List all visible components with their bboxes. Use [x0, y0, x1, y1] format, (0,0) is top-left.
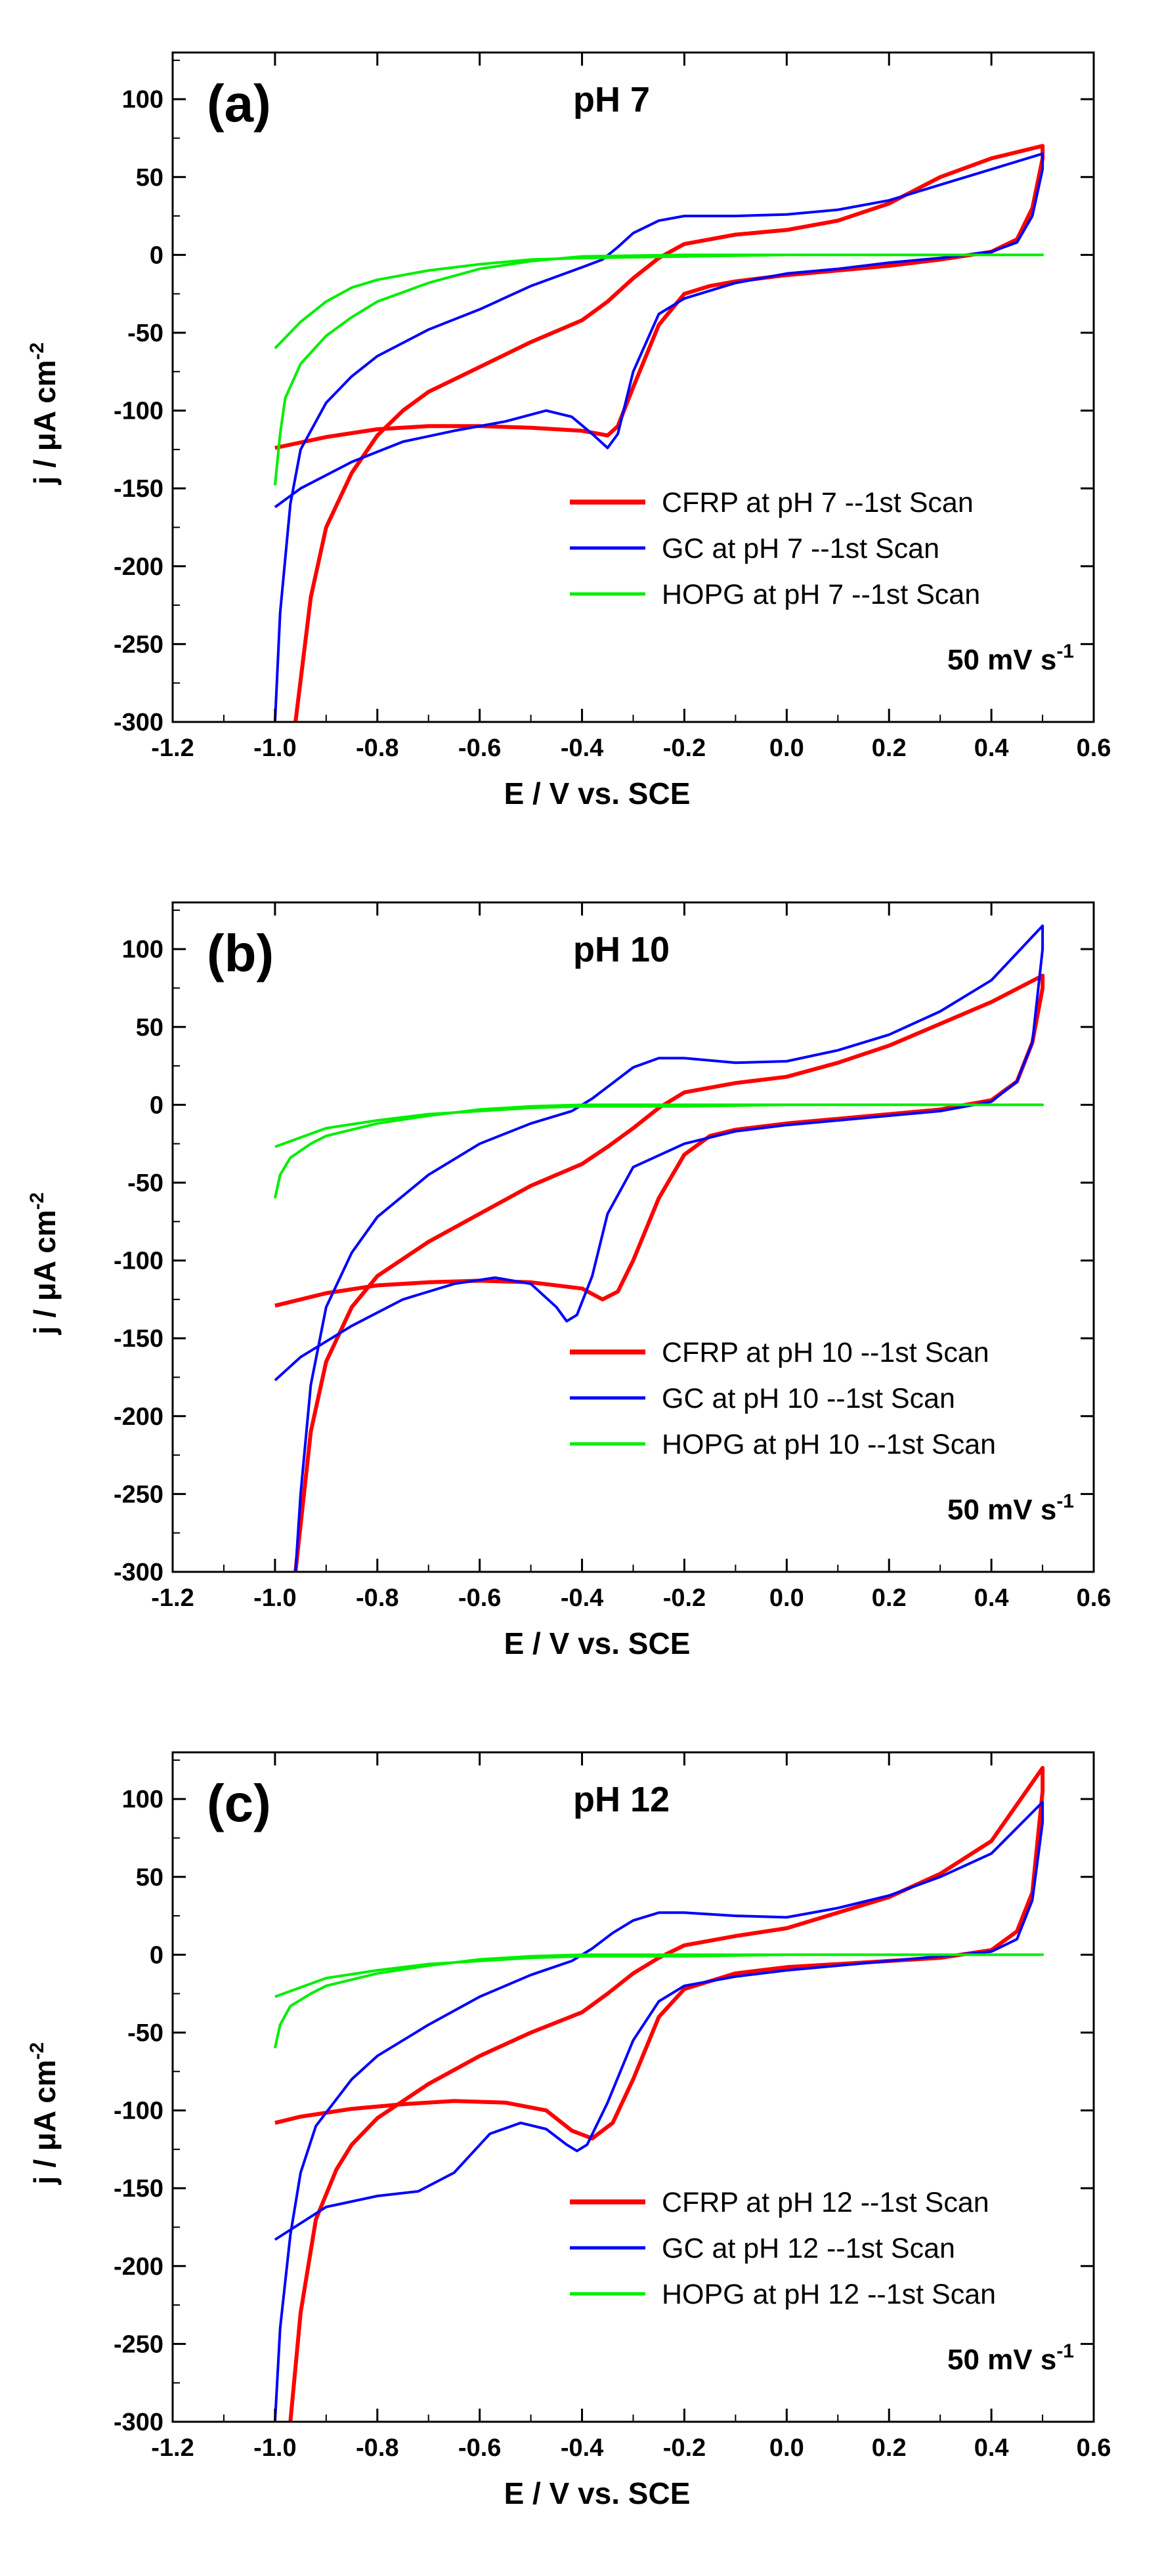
panel-label: (b)	[207, 924, 274, 982]
y-tick-label: -50	[127, 1170, 163, 1197]
y-tick-label: -250	[114, 1481, 163, 1508]
x-tick-label: 0.6	[1077, 2434, 1111, 2462]
series-line-hopg	[273, 253, 1044, 486]
legend-entry: CFRP at pH 10 --1st Scan	[662, 1337, 989, 1368]
y-tick-label: -100	[114, 1248, 163, 1275]
series-line-cfrp	[274, 1765, 1045, 2422]
y-tick-label: -200	[114, 1403, 163, 1431]
series-line-gc	[273, 152, 1044, 722]
x-tick-label: 0.0	[769, 2434, 804, 2462]
x-tick-label: -0.8	[356, 1584, 398, 1612]
y-tick-label: -200	[114, 553, 163, 581]
y-tick-label: 0	[150, 1091, 163, 1119]
y-tick-label: 50	[136, 1014, 163, 1042]
series-line-gc	[274, 924, 1044, 1572]
x-tick-label: -0.4	[561, 2434, 603, 2462]
y-tick-label: -100	[114, 398, 163, 425]
chart-panel-3: -1.2 -1.0 -0.8 -0.6 -0.4 -0.2 0.0 0.2 0.4 0.6 100 5…	[26, 1751, 1111, 2510]
x-tick-label: -0.6	[458, 734, 501, 762]
x-tick-label: -0.2	[663, 1584, 706, 1612]
x-tick-label: -1.0	[253, 1584, 296, 1612]
series-line-gc	[273, 1800, 1044, 2422]
y-tick-label: -50	[127, 2019, 163, 2047]
panel-label: (c)	[207, 1774, 271, 1832]
x-tick-label: 0.2	[872, 734, 907, 762]
x-tick-label: 0.6	[1077, 734, 1111, 762]
x-tick-label: -0.8	[356, 2434, 398, 2462]
y-tick-label: -250	[114, 2331, 163, 2358]
y-tick-label: -250	[114, 631, 163, 658]
legend-entry: HOPG at pH 12 --1st Scan	[662, 2279, 996, 2310]
x-tick-label: -0.6	[458, 1584, 501, 1612]
legend-entry: CFRP at pH 7 --1st Scan	[662, 487, 974, 518]
legend-entry: CFRP at pH 12 --1st Scan	[662, 2187, 989, 2218]
panel-label: (a)	[207, 74, 271, 133]
x-tick-label: -1.2	[151, 1584, 194, 1612]
series-line-cfrp	[274, 973, 1045, 1572]
y-tick-label: -150	[114, 2175, 163, 2203]
chart-panel-2: -1.2 -1.0 -0.8 -0.6 -0.4 -0.2 0.0 0.2 0.4 0.6 100 5…	[26, 901, 1111, 1660]
legend-entry: GC at pH 10 --1st Scan	[662, 1383, 955, 1414]
x-tick-label: 0.4	[974, 1584, 1009, 1612]
chart-panel-1: -1.2 -1.0 -0.8 -0.6 -0.4 -0.2 0.0 0.2 0.4 0.6 100 5…	[26, 51, 1111, 811]
y-tick-label: 50	[136, 164, 163, 192]
chart-title: pH 10	[573, 930, 670, 969]
y-tick-label: 50	[136, 1864, 163, 1891]
series-line-cfrp	[274, 144, 1045, 722]
x-tick-label: 0.0	[769, 734, 804, 762]
x-tick-label: 0.0	[769, 1584, 804, 1612]
y-axis-title: j / μA cm-2	[26, 1193, 62, 1336]
y-tick-label: 0	[150, 1941, 163, 1969]
y-axis-title: j / μA cm-2	[26, 2042, 62, 2185]
series-line-hopg	[273, 1103, 1044, 1199]
series-line-hopg	[273, 1953, 1044, 2049]
x-tick-label: -0.2	[663, 2434, 706, 2462]
x-axis-title: E / V vs. SCE	[504, 1626, 691, 1660]
y-tick-label: -100	[114, 2098, 163, 2125]
y-tick-label: 100	[122, 86, 163, 114]
x-tick-label: 0.2	[872, 1584, 907, 1612]
x-tick-label: -0.4	[561, 734, 603, 762]
x-tick-label: -0.6	[458, 2434, 501, 2462]
x-tick-label: 0.4	[974, 734, 1009, 762]
y-tick-label: -150	[114, 1325, 163, 1353]
legend-entry: HOPG at pH 7 --1st Scan	[662, 579, 980, 610]
x-tick-label: -1.2	[151, 2434, 194, 2462]
y-tick-label: 100	[122, 936, 163, 963]
y-tick-label: 100	[122, 1786, 163, 1813]
y-tick-label: -300	[114, 709, 163, 736]
x-tick-label: 0.4	[974, 2434, 1009, 2462]
scan-rate-annotation: 50 mV s-1	[947, 1490, 1074, 1526]
x-tick-label: -0.4	[561, 1584, 603, 1612]
x-tick-label: -1.0	[253, 2434, 296, 2462]
y-tick-label: -300	[114, 2409, 163, 2436]
x-tick-label: -0.8	[356, 734, 398, 762]
legend-entry: GC at pH 7 --1st Scan	[662, 533, 939, 564]
legend-entry: HOPG at pH 10 --1st Scan	[662, 1429, 996, 1460]
x-tick-label: -1.0	[253, 734, 296, 762]
y-tick-label: -50	[127, 320, 163, 347]
y-tick-label: -150	[114, 475, 163, 503]
x-axis-title: E / V vs. SCE	[504, 2476, 691, 2510]
legend-entry: GC at pH 12 --1st Scan	[662, 2233, 955, 2264]
y-tick-label: -200	[114, 2253, 163, 2281]
chart-title: pH 12	[573, 1780, 670, 1819]
x-tick-label: -0.2	[663, 734, 706, 762]
y-tick-label: 0	[150, 242, 163, 269]
scan-rate-annotation: 50 mV s-1	[947, 2340, 1074, 2376]
chart-title: pH 7	[573, 80, 650, 119]
x-tick-label: 0.2	[872, 2434, 907, 2462]
scan-rate-annotation: 50 mV s-1	[947, 641, 1074, 676]
x-tick-label: 0.6	[1077, 1584, 1111, 1612]
x-axis-title: E / V vs. SCE	[504, 776, 691, 811]
y-tick-label: -300	[114, 1559, 163, 1586]
x-tick-label: -1.2	[151, 734, 194, 762]
y-axis-title: j / μA cm-2	[26, 343, 62, 486]
plot-frame	[171, 1751, 1095, 2423]
